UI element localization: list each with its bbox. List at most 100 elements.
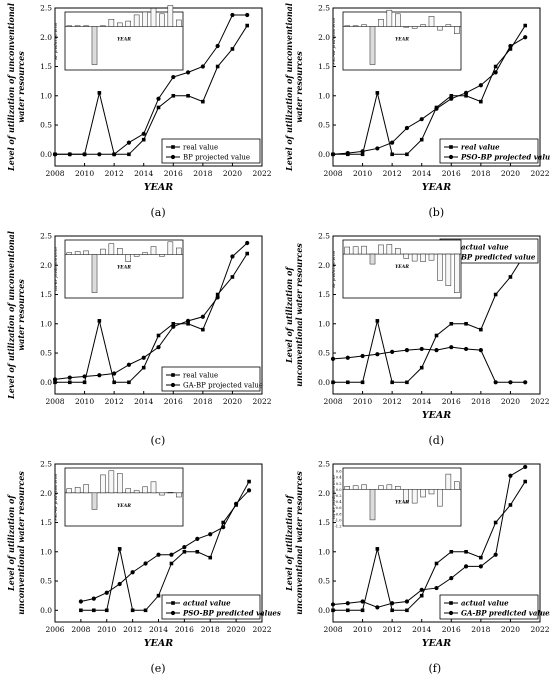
inset-bar: [378, 19, 384, 27]
inset-chart: YEAR PSO-BP prediction error: [53, 467, 184, 527]
inset-bar: [74, 25, 81, 27]
inset-y-tick-label: -0.6: [335, 506, 343, 510]
plot-frame: [54, 7, 263, 167]
inset-bar: [411, 253, 418, 262]
legend-marker: [448, 610, 454, 616]
data-point: [156, 345, 161, 350]
data-point: [156, 333, 161, 338]
x-tick-label: 2022: [252, 625, 271, 634]
data-point: [230, 12, 235, 18]
data-point: [82, 374, 87, 379]
inset-bar: [167, 492, 174, 494]
data-point: [171, 74, 176, 80]
y-tick-label: 1.5: [40, 62, 52, 71]
inset-y-tick-label: 0.0: [336, 488, 342, 492]
data-point: [200, 64, 205, 69]
x-axis-label: YEAR: [144, 638, 173, 649]
data-point: [479, 555, 483, 560]
y-axis-label: Level of utilization of unconventional: [284, 3, 294, 172]
x-tick-label: 2008: [323, 169, 342, 178]
data-point: [508, 275, 513, 279]
inset-bar: [403, 253, 409, 259]
data-point: [523, 35, 528, 40]
data-point: [97, 319, 102, 323]
x-axis-label: YEAR: [422, 638, 451, 649]
y-tick-label: 1.5: [40, 290, 52, 299]
data-point: [112, 371, 117, 376]
data-point: [185, 318, 191, 323]
chart-svg: 2008 2010 2012 2014 2016 2018 2020 2022 0.0 0.5 1.…: [284, 460, 550, 650]
data-point: [478, 564, 483, 569]
inset-y-tick-label: -0.8: [335, 512, 343, 516]
inset-bar: [74, 487, 81, 494]
x-axis-label: YEAR: [422, 410, 451, 421]
y-axis-label: Level of utilization of unconventional: [6, 3, 16, 172]
panel-caption: (c): [150, 434, 166, 447]
x-tick-label: 2012: [123, 625, 142, 634]
data-point: [97, 91, 102, 95]
x-tick-label: 2020: [223, 397, 242, 406]
x-tick-label: 2018: [471, 397, 490, 406]
inset-y-tick-label: 0.2: [336, 482, 342, 486]
data-point: [141, 355, 146, 360]
inset-bar: [361, 24, 367, 27]
y-tick-label: 2.0: [40, 33, 52, 42]
y-axis-label: unconventional water resources: [16, 471, 26, 615]
chart-svg: 2008 2010 2012 2014 2016 2018 2020 2022 0.0 0.5 1.…: [284, 3, 550, 193]
inset-bar: [108, 19, 115, 27]
data-point: [375, 547, 380, 551]
inset-bar: [369, 253, 376, 265]
legend-box: [439, 138, 539, 164]
data-point: [230, 254, 235, 259]
data-point: [201, 99, 205, 104]
inset-bar: [352, 246, 359, 255]
inset-bar: [378, 485, 384, 490]
inset-x-axis-label: YEAR: [117, 37, 131, 43]
inset-x-axis-label: YEAR: [117, 265, 131, 271]
chart-panel: 2006 2008 2010 2012 2014 2016 2018 2020 2022 0.0 0…: [0, 456, 281, 684]
data-point: [141, 131, 146, 136]
inset-bar: [125, 20, 131, 27]
inset-bar: [100, 248, 106, 255]
data-point: [345, 380, 350, 385]
x-tick-label: 2016: [442, 625, 461, 634]
data-point: [508, 380, 513, 385]
data-point: [375, 319, 380, 323]
chart-svg: 2008 2010 2012 2014 2016 2018 2020 2022 0.0 0.5 1.…: [284, 232, 550, 422]
data-point: [245, 240, 250, 246]
data-point: [493, 520, 498, 525]
x-axis-label: YEAR: [144, 182, 173, 193]
data-point: [390, 608, 394, 613]
y-tick-label: 1.5: [318, 290, 330, 299]
y-tick-label: 2.0: [318, 261, 330, 270]
x-tick-label: 2012: [105, 397, 124, 406]
data-point: [508, 503, 513, 507]
legend-label: BP predicted value: [460, 253, 536, 262]
inset-bar: [369, 26, 376, 65]
y-axis-label: Level of utilization of: [284, 266, 294, 364]
y-tick-label: 1.5: [318, 518, 330, 527]
data-point: [463, 90, 469, 95]
data-point: [390, 152, 394, 157]
inset-bar: [167, 5, 174, 27]
panel-caption: (d): [428, 434, 445, 447]
data-point: [360, 608, 365, 613]
y-tick-label: 2.0: [318, 489, 330, 498]
plot-frame: [54, 235, 263, 395]
inset-bar: [428, 489, 435, 495]
legend-label: BP projected value: [183, 154, 250, 162]
x-tick-label: 2022: [530, 625, 549, 634]
data-point: [185, 70, 191, 75]
y-axis-label: water resources: [16, 279, 26, 351]
y-tick-label: 2.0: [40, 489, 52, 498]
x-tick-label: 2016: [442, 397, 461, 406]
y-axis-label: water resources: [294, 51, 304, 123]
data-point: [345, 608, 350, 613]
series-2: [330, 345, 528, 385]
data-point: [419, 365, 424, 370]
data-point: [523, 23, 528, 28]
legend: real value GA-BP projected value: [161, 366, 263, 392]
data-point: [360, 380, 365, 385]
series-line: [332, 346, 526, 383]
